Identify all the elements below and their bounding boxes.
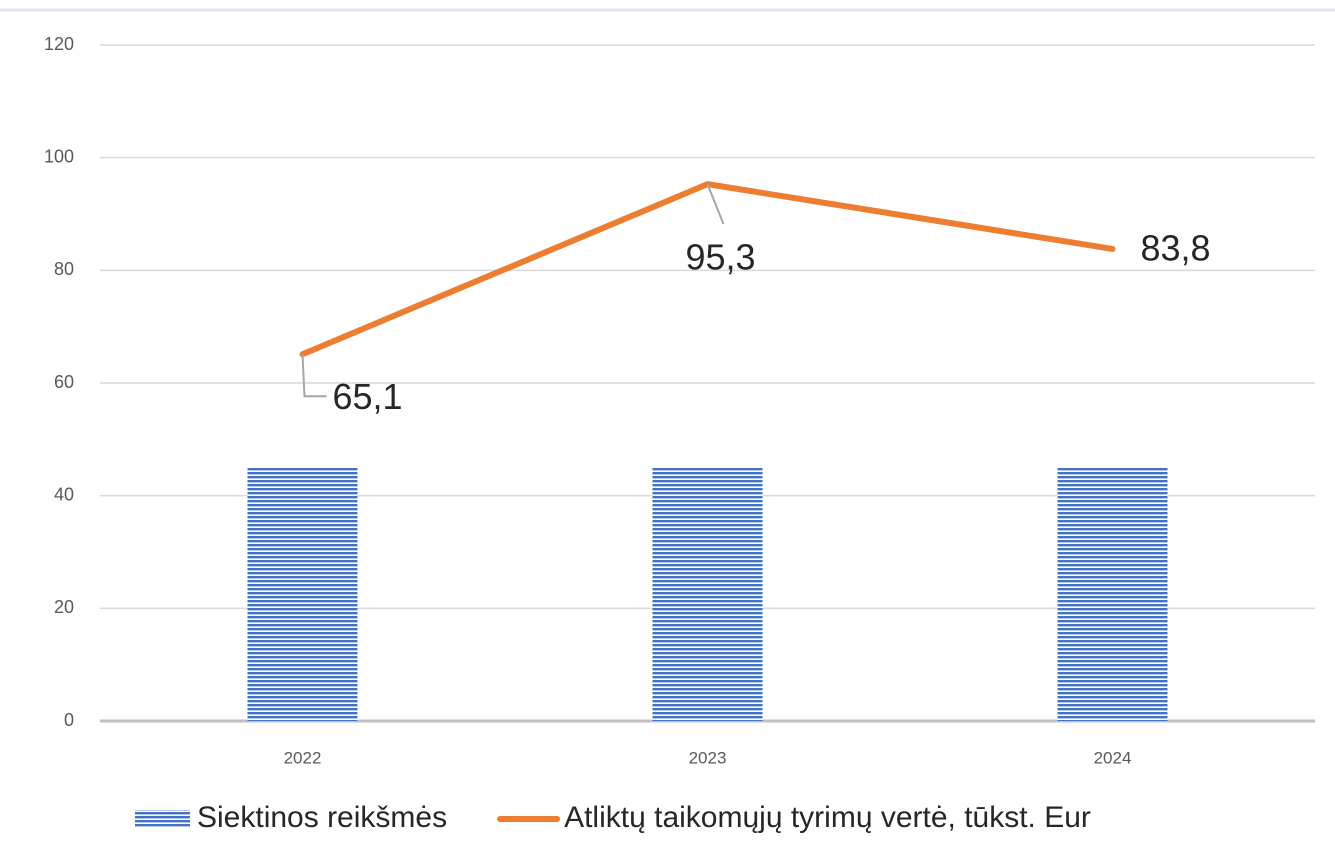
leader-line	[301, 354, 327, 398]
data-label: 65,1	[333, 376, 403, 417]
y-tick-label: 60	[54, 372, 74, 392]
y-tick-label: 80	[54, 259, 74, 279]
legend-label: Siektinos reikšmės	[197, 801, 447, 834]
y-tick-label: 120	[44, 34, 74, 54]
x-tick-label: 2024	[1094, 748, 1132, 767]
x-tick-label: 2023	[689, 748, 727, 767]
y-tick-label: 100	[44, 146, 74, 166]
y-tick-label: 0	[64, 710, 74, 730]
bar	[247, 467, 358, 721]
legend-swatch	[135, 810, 190, 828]
legend-label: Atliktų taikomųjų tyrimų vertė, tūkst. E…	[564, 801, 1091, 834]
bar	[652, 467, 763, 721]
y-tick-label: 20	[54, 597, 74, 617]
y-tick-label: 40	[54, 484, 74, 504]
x-tick-label: 2022	[284, 748, 322, 767]
bar	[1057, 467, 1168, 721]
leader-line	[706, 183, 725, 225]
data-label: 95,3	[686, 237, 756, 278]
data-label: 83,8	[1141, 227, 1211, 268]
